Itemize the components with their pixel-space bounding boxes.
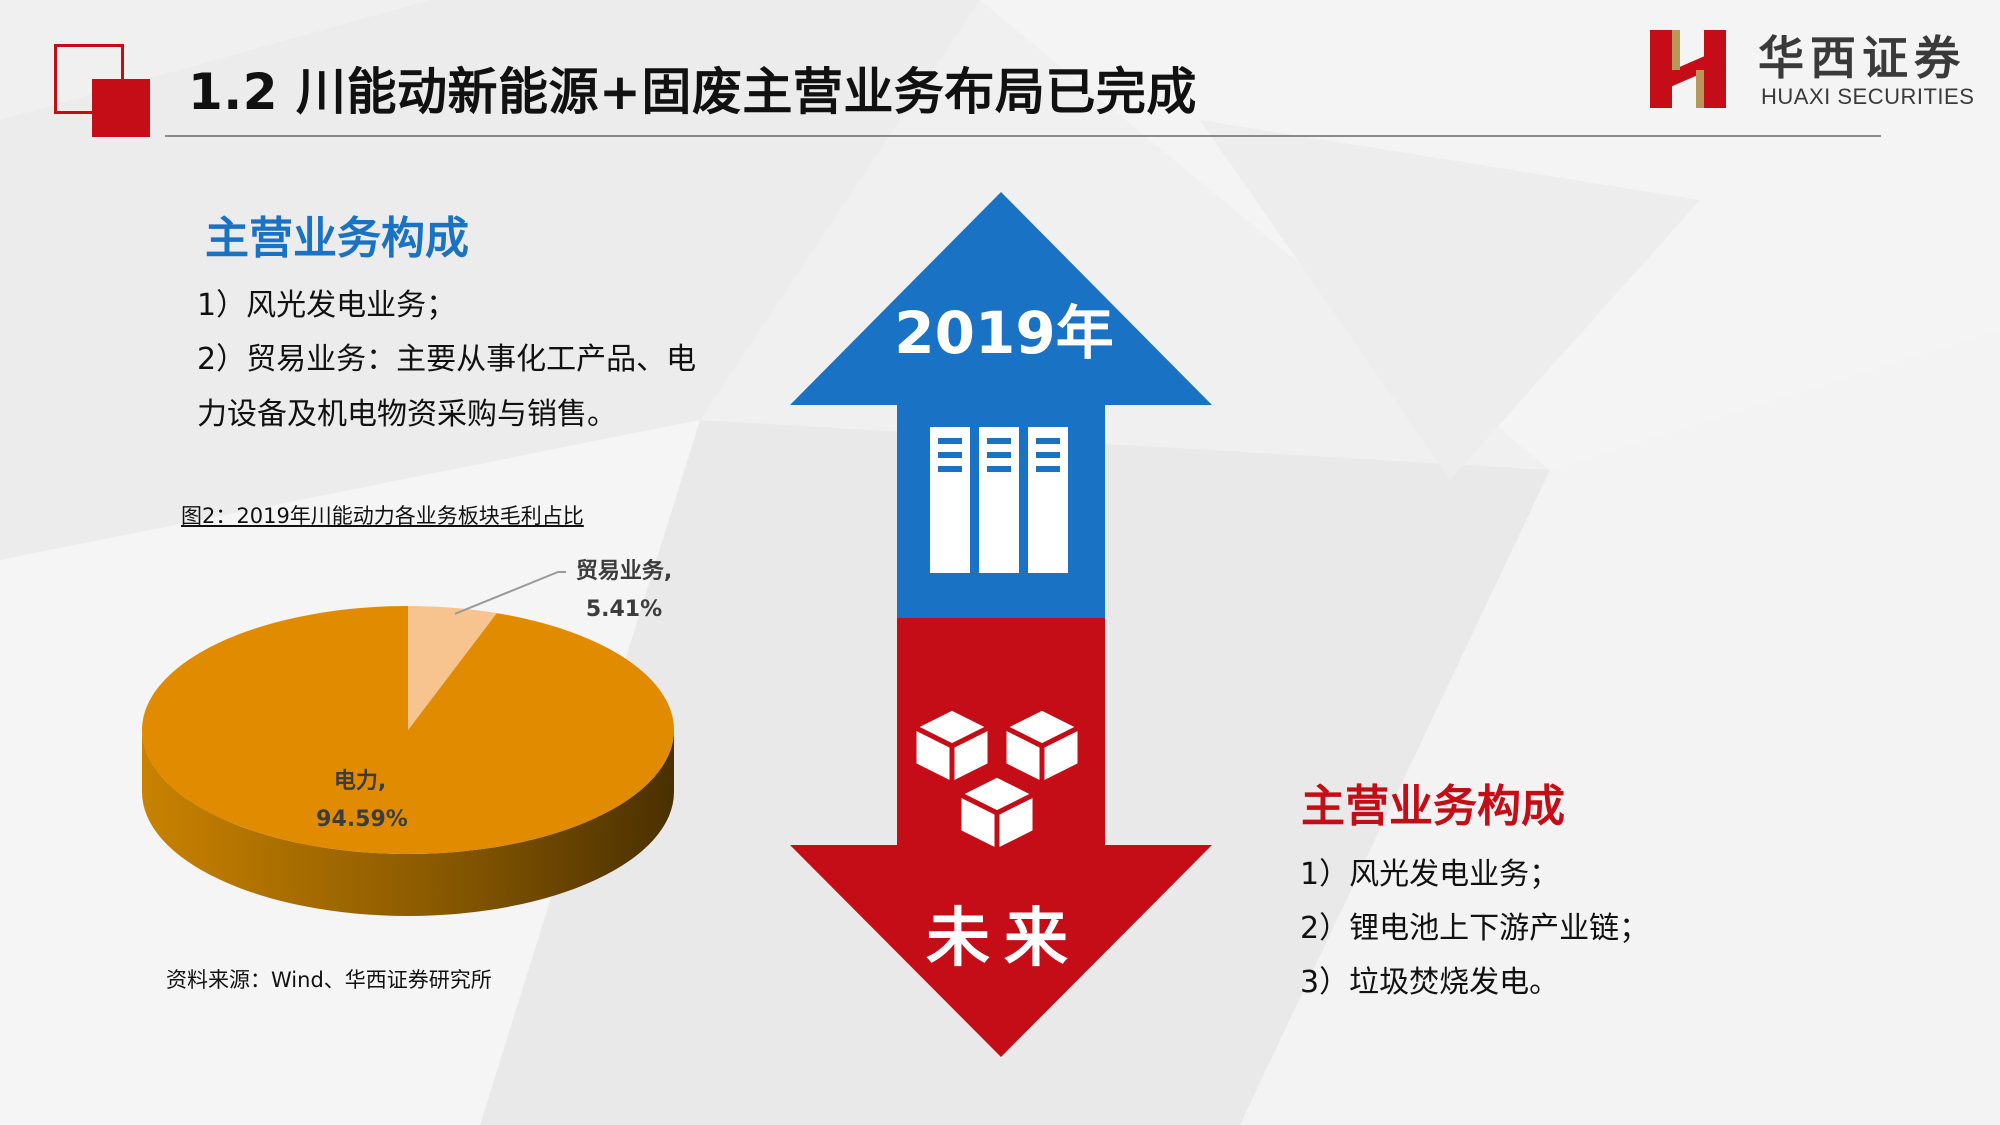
huaxi-logo-icon — [1650, 30, 1726, 108]
arrow-top-label: 2019年 — [894, 299, 1113, 367]
cube-face — [949, 724, 993, 787]
pie-leader-line — [454, 571, 566, 615]
corner-decoration-fill — [92, 79, 150, 137]
left-list-item: 2）贸易业务：主要从事化工产品、电 — [197, 342, 697, 377]
arrow-bottom-label: 未来 — [926, 901, 1082, 976]
pie-label-electricity-name: 电力, — [334, 769, 386, 794]
pie-chart: 贸易业务, 5.41% 电力, 94.59% — [142, 559, 675, 916]
stacked-cubes-icon — [911, 705, 1083, 854]
left-list-item: 1）风光发电业务； — [197, 288, 457, 323]
chart-caption: 图2：2019年川能动力各业务板块毛利占比 — [181, 504, 584, 528]
left-list-item: 力设备及机电物资采购与销售。 — [197, 397, 617, 432]
pie-slice-electricity — [142, 606, 675, 854]
logo-english-name: HUAXI SECURITIES — [1761, 84, 1975, 109]
logo-chinese-name: 华西证券 — [1758, 31, 1966, 85]
source-note: 资料来源：Wind、华西证券研究所 — [166, 968, 492, 992]
pie-label-electricity-value: 94.59% — [316, 807, 408, 832]
right-list-item: 1）风光发电业务； — [1300, 857, 1560, 892]
arrow-up-blue — [790, 192, 1212, 618]
pie-label-trade-value: 5.41% — [586, 597, 662, 622]
pie-label-trade-name: 贸易业务, — [576, 559, 672, 584]
server-racks-icon — [930, 427, 1068, 573]
right-list-item: 3）垃圾焚烧发电。 — [1300, 965, 1560, 1000]
left-section-heading: 主营业务构成 — [205, 213, 469, 264]
double-arrow-graphic: 2019年 未来 — [790, 192, 1212, 1057]
pie-slice-trade — [408, 606, 497, 730]
page-title: 1.2 川能动新能源+固废主营业务布局已完成 — [188, 63, 1197, 121]
right-section-heading: 主营业务构成 — [1301, 781, 1565, 832]
cube-face — [994, 791, 1038, 854]
title-divider — [165, 135, 1881, 137]
right-list-item: 2）锂电池上下游产业链； — [1300, 911, 1650, 946]
pie-side-wall — [142, 730, 674, 916]
cube-face — [1039, 724, 1083, 787]
